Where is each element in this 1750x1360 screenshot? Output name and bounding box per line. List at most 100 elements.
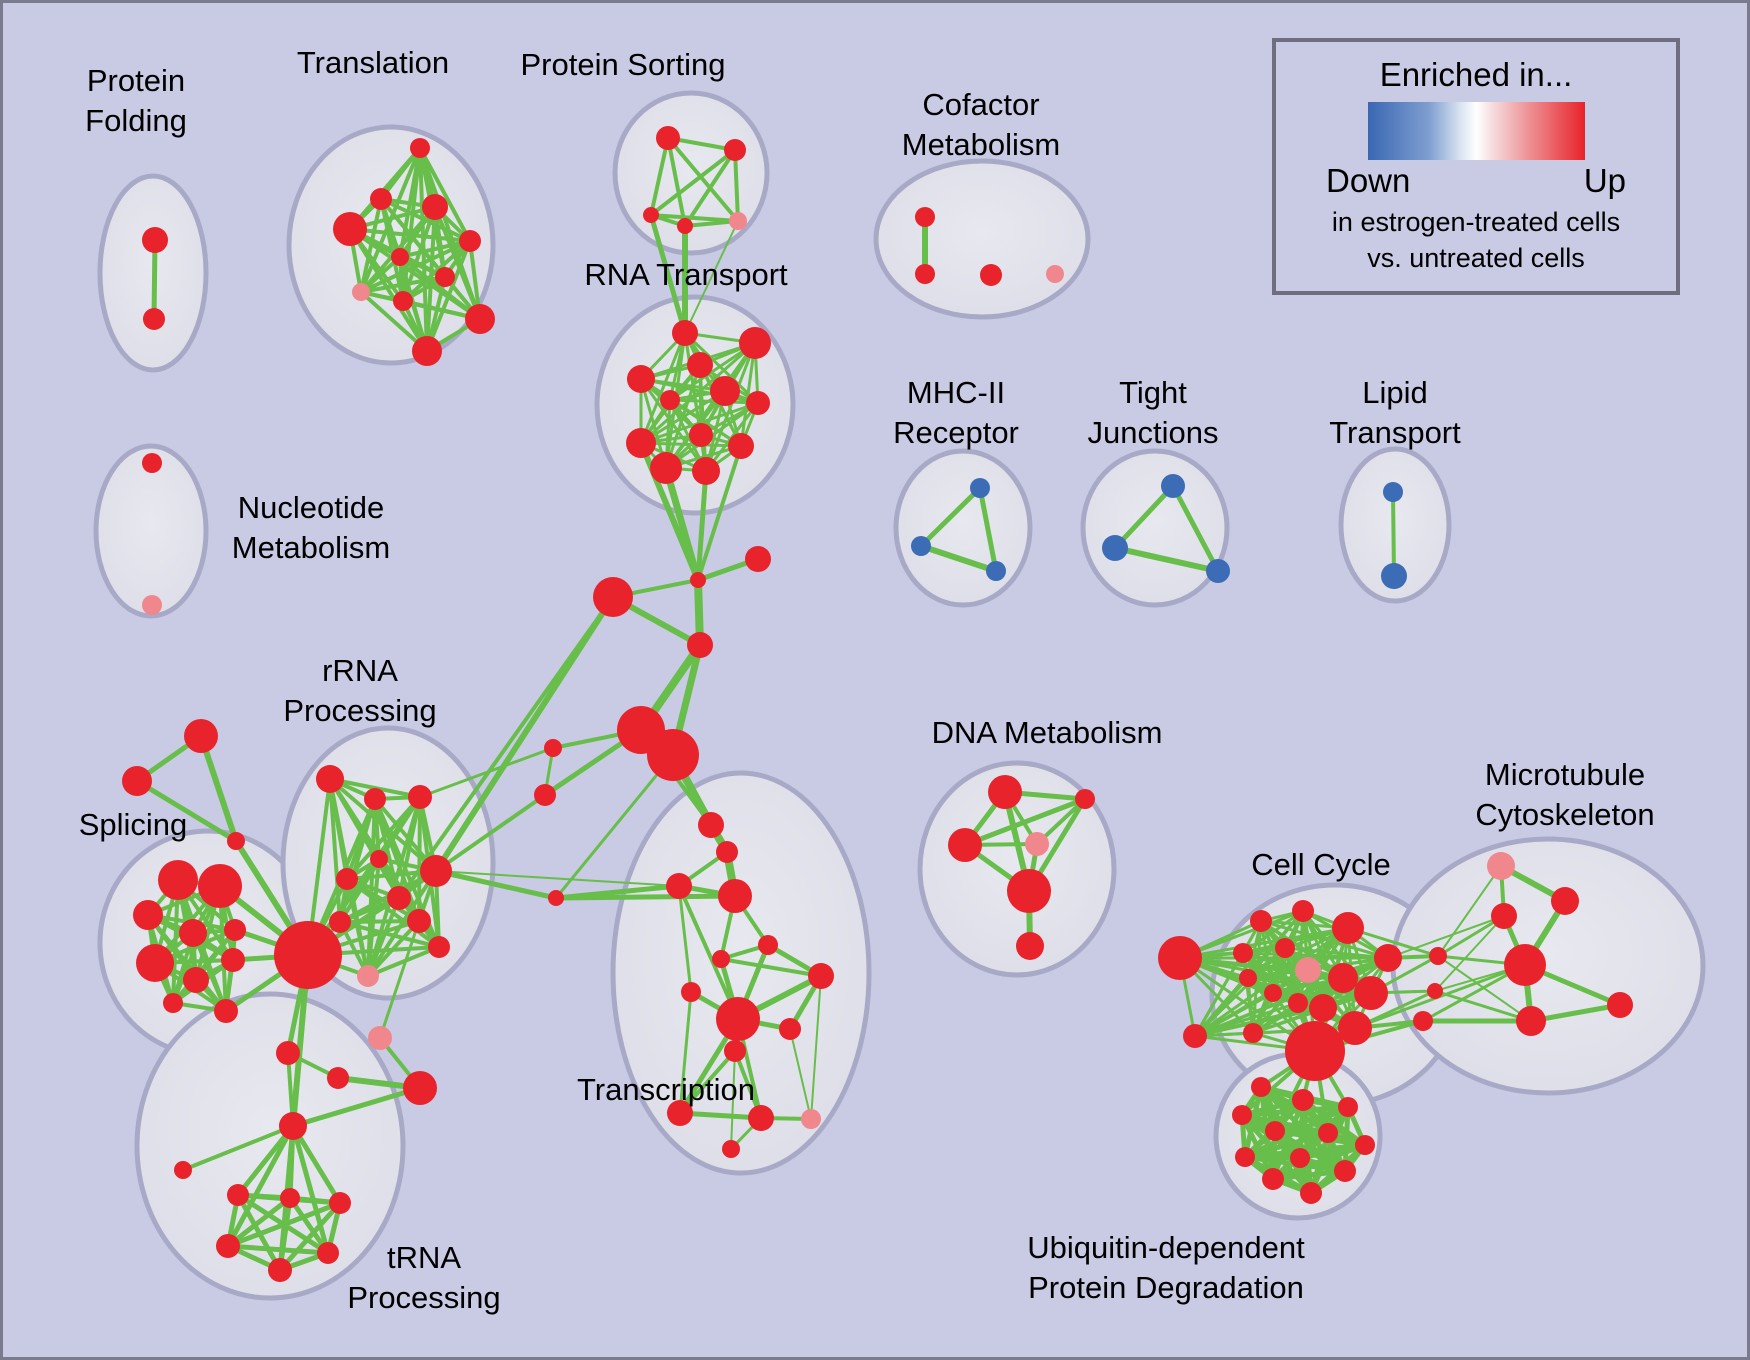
- cluster-label-tight_junctions: Junctions: [1088, 415, 1219, 450]
- edge: [662, 464, 702, 584]
- edge: [810, 975, 822, 1120]
- gene-set-node: [316, 765, 344, 793]
- legend-gradient-bar: [1367, 102, 1585, 160]
- gene-set-node: [1183, 1024, 1207, 1048]
- gene-set-node: [1338, 1011, 1372, 1045]
- edge: [225, 1200, 343, 1249]
- edge: [401, 239, 472, 303]
- gene-set-node: [142, 595, 162, 615]
- gene-set-node: [420, 855, 452, 887]
- edge: [683, 148, 737, 228]
- gene-set-node: [1318, 1123, 1338, 1143]
- gene-set-node: [1046, 265, 1064, 283]
- edge: [198, 733, 239, 844]
- edge: [225, 1195, 293, 1249]
- gene-set-node: [465, 304, 495, 334]
- gene-set-node: [698, 812, 724, 838]
- gene-set-node: [739, 327, 771, 359]
- gene-set-node: [656, 126, 680, 150]
- gene-set-node: [1075, 789, 1095, 809]
- gene-set-node: [268, 1258, 292, 1282]
- gene-set-node: [681, 982, 701, 1002]
- gene-set-node: [1328, 963, 1358, 993]
- gene-set-node: [329, 1192, 351, 1214]
- edge: [677, 884, 693, 994]
- legend-direction-labels: Down Up: [1326, 162, 1626, 200]
- gene-set-node: [1285, 1021, 1345, 1081]
- gene-set-node: [728, 433, 754, 459]
- edge: [348, 227, 472, 243]
- edge: [1170, 483, 1221, 574]
- gene-set-node: [391, 248, 409, 266]
- cluster-ellipse-tight_junctions: [1080, 448, 1230, 608]
- edge: [225, 1123, 296, 1249]
- gene-set-node-connector: [276, 1041, 300, 1065]
- gene-set-node-connector: [184, 719, 218, 753]
- gene-set-node: [746, 391, 770, 415]
- edge: [639, 377, 708, 473]
- edge: [1437, 865, 1502, 957]
- gene-set-node-connector: [593, 577, 633, 617]
- gene-set-node: [158, 860, 198, 900]
- gene-set-node: [370, 850, 388, 868]
- gene-set-node: [1250, 910, 1272, 932]
- gene-set-node: [758, 935, 778, 955]
- gene-set-node: [980, 264, 1002, 286]
- gene-set-node: [643, 207, 659, 223]
- gene-set-node: [689, 423, 713, 447]
- edge: [366, 896, 401, 978]
- gene-set-node: [1158, 936, 1202, 980]
- gene-set-node: [1355, 1135, 1375, 1155]
- gene-set-node: [1243, 1023, 1263, 1043]
- edge: [1112, 483, 1176, 551]
- cluster-label-trna_processing: Processing: [347, 1280, 500, 1315]
- cluster-label-rrna_processing: rRNA: [322, 653, 398, 688]
- edge: [1193, 991, 1275, 1038]
- gene-set-node: [329, 911, 351, 933]
- gene-set-node: [370, 188, 392, 210]
- gene-set-node: [722, 1140, 740, 1158]
- gene-set-node: [174, 1161, 192, 1179]
- legend-subtitle: in estrogen-treated cells vs. untreated …: [1332, 204, 1620, 276]
- edge: [1434, 915, 1505, 992]
- gene-set-node: [1232, 1105, 1252, 1125]
- cluster-ellipse-nucleotide_metabolism: [93, 443, 209, 619]
- edge: [789, 1028, 812, 1120]
- edge: [434, 793, 547, 873]
- cluster-label-cofactor_metabolism: Metabolism: [902, 127, 1061, 162]
- gene-set-node: [1504, 944, 1546, 986]
- cluster-label-splicing: Splicing: [79, 807, 188, 842]
- edge: [378, 919, 421, 1040]
- gene-set-node: [1413, 1011, 1433, 1031]
- gene-set-node: [1161, 474, 1185, 498]
- edge: [277, 1200, 343, 1273]
- gene-set-node: [198, 864, 242, 908]
- edge: [1241, 909, 1305, 955]
- gene-set-node: [667, 1100, 693, 1126]
- cluster-label-tight_junctions: Tight: [1119, 375, 1187, 410]
- edge: [345, 795, 422, 881]
- gene-set-node: [915, 207, 935, 227]
- edge: [918, 543, 999, 574]
- edge: [366, 869, 438, 978]
- cluster-label-transcription: Transcription: [577, 1072, 755, 1107]
- gene-set-node: [163, 993, 183, 1013]
- gene-set-node: [1235, 1147, 1255, 1167]
- edge: [277, 1195, 293, 1273]
- edge: [695, 468, 709, 583]
- gene-set-node: [387, 886, 411, 910]
- gene-set-node: [1007, 869, 1051, 913]
- edge: [918, 485, 983, 549]
- gene-set-node: [459, 230, 481, 252]
- gene-set-node: [915, 264, 935, 284]
- cluster-label-microtubule_cytoskeleton: Cytoskeleton: [1475, 797, 1654, 832]
- edge: [1437, 955, 1532, 1022]
- gene-set-node: [274, 921, 342, 989]
- gene-set-node: [808, 963, 834, 989]
- edge: [678, 990, 693, 1115]
- gene-set-node-connector: [327, 1067, 349, 1089]
- edge: [639, 331, 687, 445]
- gene-set-node-connector: [534, 784, 556, 806]
- edge: [677, 884, 740, 1021]
- gene-set-node: [1102, 535, 1128, 561]
